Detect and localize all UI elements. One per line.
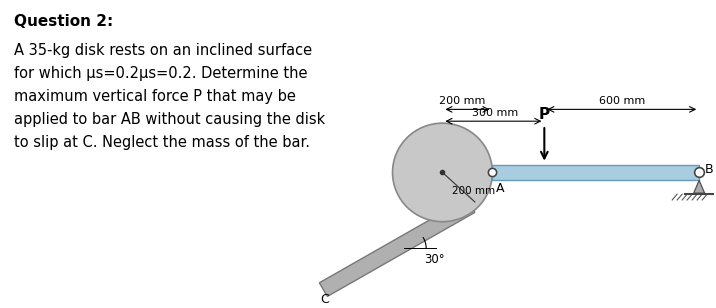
Text: P: P <box>538 107 550 122</box>
Circle shape <box>392 123 493 222</box>
Text: A: A <box>496 182 505 195</box>
Text: A 35-kg disk rests on an inclined surface
for which μs=0.2μs=0.2. Determine the
: A 35-kg disk rests on an inclined surfac… <box>14 43 325 150</box>
Text: B: B <box>705 163 714 176</box>
Polygon shape <box>319 199 475 296</box>
Polygon shape <box>493 164 699 180</box>
Text: C: C <box>320 293 329 306</box>
Text: 300 mm: 300 mm <box>473 108 518 118</box>
Text: 30°: 30° <box>424 253 445 266</box>
Polygon shape <box>694 180 705 193</box>
Text: 200 mm: 200 mm <box>439 96 485 106</box>
Text: 200 mm: 200 mm <box>453 186 495 196</box>
Text: 600 mm: 600 mm <box>599 96 645 106</box>
Text: Question 2:: Question 2: <box>14 14 113 29</box>
